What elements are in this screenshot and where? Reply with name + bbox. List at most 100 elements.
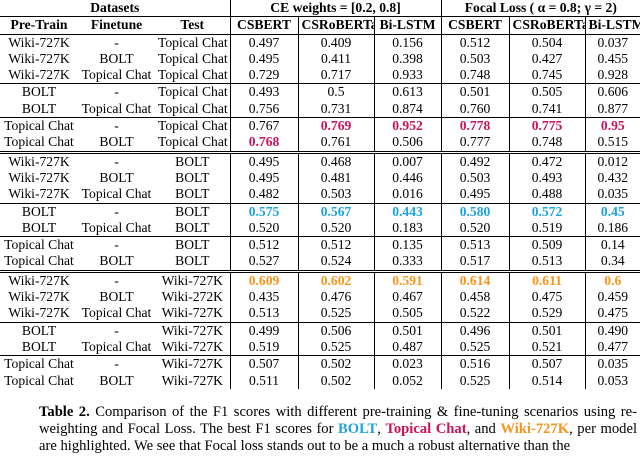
ce-csroberta-cell: 0.761 <box>298 134 375 154</box>
fl-csbert-cell: 0.778 <box>441 117 510 135</box>
test-cell: Wiki-727K <box>155 271 231 290</box>
fl-csbert-cell: 0.517 <box>441 253 510 273</box>
finetune-cell: - <box>114 34 119 50</box>
fl-csbert-cell: 0.512 <box>441 34 510 51</box>
ce-bilstm-cell: 0.446 <box>374 169 442 187</box>
test-cell: Topical Chat <box>155 50 231 68</box>
ce-csroberta-cell: 0.481 <box>298 169 375 187</box>
pretrain-cell: BOLT <box>21 203 57 219</box>
ce-csbert-cell: 0.756 <box>230 100 299 119</box>
ce-csroberta-cell: 0.506 <box>298 322 375 339</box>
ce-bilstm-cell: 0.156 <box>374 34 442 51</box>
ce-csbert-cell: 0.507 <box>230 355 299 373</box>
ce-bilstm-cell: 0.487 <box>374 338 442 357</box>
table-row: Topical Chat - Wiki-727K 0.507 0.502 0.023 0.5… <box>0 355 640 373</box>
finetune-cell: BOLT <box>99 50 134 66</box>
fl-csroberta-cell: 0.519 <box>509 219 586 238</box>
fl-csroberta-cell: 0.775 <box>509 117 586 135</box>
ce-csroberta-cell: 0.717 <box>298 67 375 85</box>
pretrain-cell: Wiki-727K <box>8 153 70 169</box>
fl-csroberta-cell: 0.572 <box>509 203 586 220</box>
ce-bilstm-cell: 0.933 <box>374 67 442 85</box>
finetune-cell: BOLT <box>99 169 134 185</box>
fl-csbert-cell: 0.777 <box>441 134 510 154</box>
fl-csroberta-cell: 0.427 <box>509 50 586 68</box>
table-row: Wiki-727K - Wiki-727K 0.609 0.602 0.591 0.614 0… <box>0 271 640 290</box>
ce-csroberta-cell: 0.411 <box>298 50 375 68</box>
finetune-cell: BOLT <box>78 134 155 154</box>
ce-bilstm-cell: 0.467 <box>374 289 442 306</box>
finetune-cell: BOLT <box>99 372 134 388</box>
ce-csbert-cell: 0.482 <box>230 186 299 204</box>
fl-bilstm-cell: 0.6 <box>604 272 622 288</box>
finetune-cell: - <box>114 272 119 288</box>
fl-bilstm-cell: 0.477 <box>585 338 640 357</box>
fl-csroberta-cell: 0.504 <box>509 34 586 51</box>
finetune-cell: - <box>114 84 119 100</box>
fl-csbert-cell: 0.492 <box>441 152 510 170</box>
test-cell: Topical Chat <box>155 100 231 119</box>
fl-csroberta-cell: 0.507 <box>509 355 586 373</box>
fl-csbert-cell: 0.516 <box>441 355 510 373</box>
ce-bilstm-cell: 0.613 <box>374 83 442 101</box>
table-row: Wiki-727K Topical Chat Topical Chat 0.729 0.… <box>0 67 640 85</box>
table-row: BOLT - Wiki-727K 0.499 0.506 0.501 0.496 0.501 0… <box>0 322 640 339</box>
fl-csbert-cell: 0.748 <box>441 67 510 85</box>
fl-bilstm-cell: 0.877 <box>585 100 640 119</box>
ce-bilstm-header: Bi-LSTM <box>374 16 442 35</box>
pretrain-cell: Wiki-727K <box>8 289 70 305</box>
fl-bilstm-cell: 0.475 <box>585 305 640 323</box>
ce-bilstm-cell: 0.135 <box>374 236 442 254</box>
fl-bilstm-cell: 0.035 <box>597 356 629 372</box>
test-cell: BOLT <box>155 253 231 273</box>
ce-bilstm-cell: 0.052 <box>374 372 442 389</box>
ce-csbert-cell: 0.575 <box>230 203 299 220</box>
fl-csroberta-cell: 0.741 <box>509 100 586 119</box>
fl-bilstm-cell: 0.053 <box>597 372 629 388</box>
ce-csroberta-cell: 0.476 <box>298 289 375 306</box>
header-row-1: Datasets CE weights = [0.2, 0.8] Focal L… <box>0 0 640 18</box>
ce-bilstm-cell: 0.023 <box>374 355 442 373</box>
pretrain-cell: Wiki-727K <box>8 34 70 50</box>
fl-csroberta-cell: 0.529 <box>509 305 586 323</box>
fl-csbert-cell: 0.495 <box>441 186 510 204</box>
fl-bilstm-header: Bi-LSTM <box>588 17 640 33</box>
fl-bilstm-cell: 0.037 <box>597 34 629 50</box>
fl-csroberta-cell: 0.513 <box>509 253 586 273</box>
pretrain-cell: BOLT <box>0 100 78 119</box>
fl-csroberta-cell: 0.745 <box>509 67 586 85</box>
fl-bilstm-cell: 0.34 <box>585 253 640 273</box>
fl-csbert-cell: 0.496 <box>441 322 510 339</box>
table-row: Wiki-727K BOLT BOLT 0.495 0.481 0.446 0.503 0.4… <box>0 169 640 187</box>
finetune-cell: - <box>114 237 119 253</box>
fl-bilstm-cell: 0.432 <box>597 169 629 185</box>
ce-bilstm-cell: 0.183 <box>374 219 442 238</box>
test-cell: Wiki-272K <box>155 289 231 306</box>
ce-csbert-cell: 0.495 <box>230 169 299 187</box>
fl-bilstm-cell: 0.14 <box>600 237 625 253</box>
table-row: Wiki-727K - BOLT 0.495 0.468 0.007 0.492 0.472 0… <box>0 152 640 170</box>
pretrain-cell: Topical Chat <box>0 253 78 273</box>
test-cell: Wiki-727K <box>155 338 231 357</box>
fl-csbert-cell: 0.760 <box>441 100 510 119</box>
ce-bilstm-cell: 0.506 <box>374 134 442 154</box>
ce-csroberta-header: CSRoBERTa <box>298 16 375 35</box>
caption-wiki: Wiki-727K <box>500 421 570 437</box>
ce-csbert-header: CSBERT <box>230 16 299 35</box>
ce-csbert-cell: 0.495 <box>230 50 299 68</box>
test-header: Test <box>155 16 231 35</box>
ce-csroberta-cell: 0.409 <box>298 34 375 51</box>
header-row-2: Pre-Train Finetune Test CSBERT CSRoBERTa… <box>0 16 640 35</box>
fl-csroberta-cell: 0.475 <box>509 289 586 306</box>
finetune-cell: BOLT <box>78 253 155 273</box>
ce-csroberta-cell: 0.525 <box>298 305 375 323</box>
fl-csroberta-cell: 0.501 <box>509 322 586 339</box>
table-row: BOLT - BOLT 0.575 0.567 0.443 0.580 0.572 0.45 <box>0 203 640 220</box>
finetune-cell: Topical Chat <box>78 186 155 204</box>
caption-bolt: BOLT <box>338 421 378 437</box>
ce-csroberta-cell: 0.525 <box>298 338 375 357</box>
fl-csroberta-cell: 0.472 <box>509 152 586 170</box>
pretrain-cell: Wiki-727K <box>8 272 70 288</box>
test-cell: Topical Chat <box>155 34 231 51</box>
